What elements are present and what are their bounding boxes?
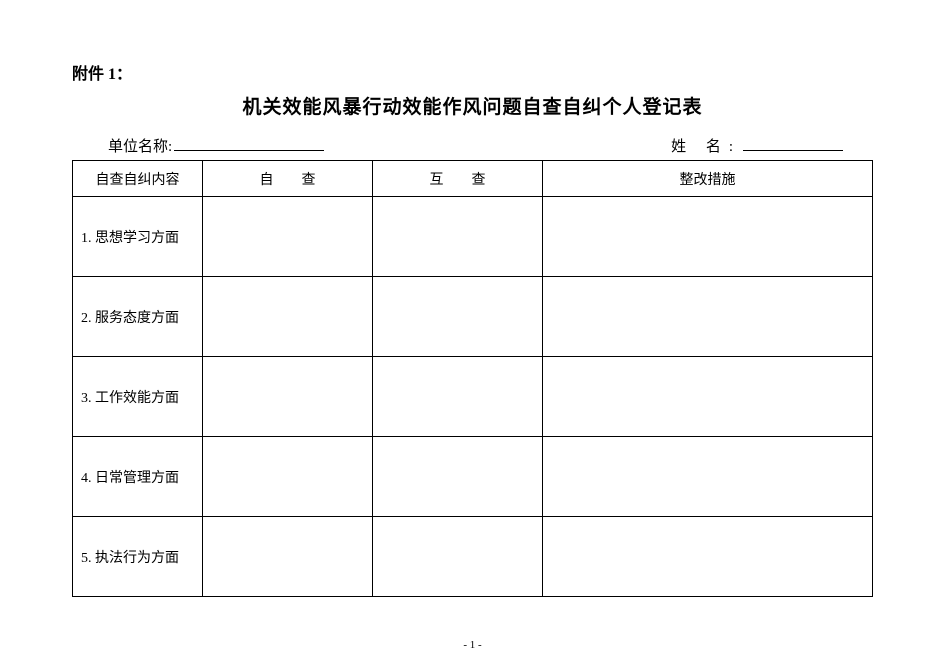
cell-measures (543, 357, 873, 437)
cell-measures (543, 517, 873, 597)
row-label: 1. 思想学习方面 (73, 197, 203, 277)
attachment-label: 附件 1： (72, 60, 873, 84)
table-row: 4. 日常管理方面 (73, 437, 873, 517)
cell-mutualcheck (373, 357, 543, 437)
form-title: 机关效能风暴行动效能作风问题自查自纠个人登记表 (72, 92, 873, 119)
col-header-measures: 整改措施 (543, 161, 873, 197)
cell-selfcheck (203, 437, 373, 517)
col-header-content: 自查自纠内容 (73, 161, 203, 197)
col-header-selfcheck: 自查 (203, 161, 373, 197)
name-value-field (743, 133, 843, 151)
col-header-mutualcheck: 互查 (373, 161, 543, 197)
cell-selfcheck (203, 277, 373, 357)
table-header-row: 自查自纠内容 自查 互查 整改措施 (73, 161, 873, 197)
unit-field-group: 单位名称: (108, 133, 324, 156)
page-container: 附件 1： 机关效能风暴行动效能作风问题自查自纠个人登记表 单位名称: 姓 名:… (0, 0, 945, 597)
cell-selfcheck (203, 357, 373, 437)
table-row: 3. 工作效能方面 (73, 357, 873, 437)
row-label: 2. 服务态度方面 (73, 277, 203, 357)
table-row: 2. 服务态度方面 (73, 277, 873, 357)
name-field-group: 姓 名: (671, 133, 843, 156)
cell-measures (543, 277, 873, 357)
cell-selfcheck (203, 517, 373, 597)
cell-mutualcheck (373, 277, 543, 357)
table-row: 1. 思想学习方面 (73, 197, 873, 277)
name-label: 姓 名: (671, 135, 741, 156)
unit-value-field (174, 133, 324, 151)
registration-table: 自查自纠内容 自查 互查 整改措施 1. 思想学习方面 2. 服务态度方面 3.… (72, 160, 873, 597)
cell-measures (543, 437, 873, 517)
cell-mutualcheck (373, 197, 543, 277)
row-label: 5. 执法行为方面 (73, 517, 203, 597)
row-label: 4. 日常管理方面 (73, 437, 203, 517)
cell-selfcheck (203, 197, 373, 277)
cell-measures (543, 197, 873, 277)
table-row: 5. 执法行为方面 (73, 517, 873, 597)
page-number: - 1 - (0, 639, 945, 651)
cell-mutualcheck (373, 517, 543, 597)
info-spacer (324, 133, 671, 156)
cell-mutualcheck (373, 437, 543, 517)
unit-label: 单位名称: (108, 135, 172, 156)
info-row: 单位名称: 姓 名: (72, 133, 873, 156)
row-label: 3. 工作效能方面 (73, 357, 203, 437)
